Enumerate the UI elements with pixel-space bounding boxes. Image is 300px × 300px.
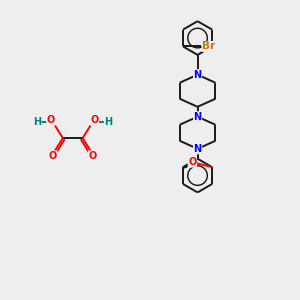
Text: N: N (194, 70, 202, 80)
Text: H: H (33, 117, 41, 127)
Text: O: O (47, 115, 55, 125)
Text: N: N (194, 144, 202, 154)
Text: O: O (49, 151, 57, 161)
Text: O: O (90, 115, 99, 125)
Text: O: O (188, 157, 196, 167)
Text: O: O (88, 151, 97, 161)
Text: Br: Br (202, 41, 215, 52)
Text: H: H (104, 117, 112, 127)
Text: N: N (194, 112, 202, 122)
